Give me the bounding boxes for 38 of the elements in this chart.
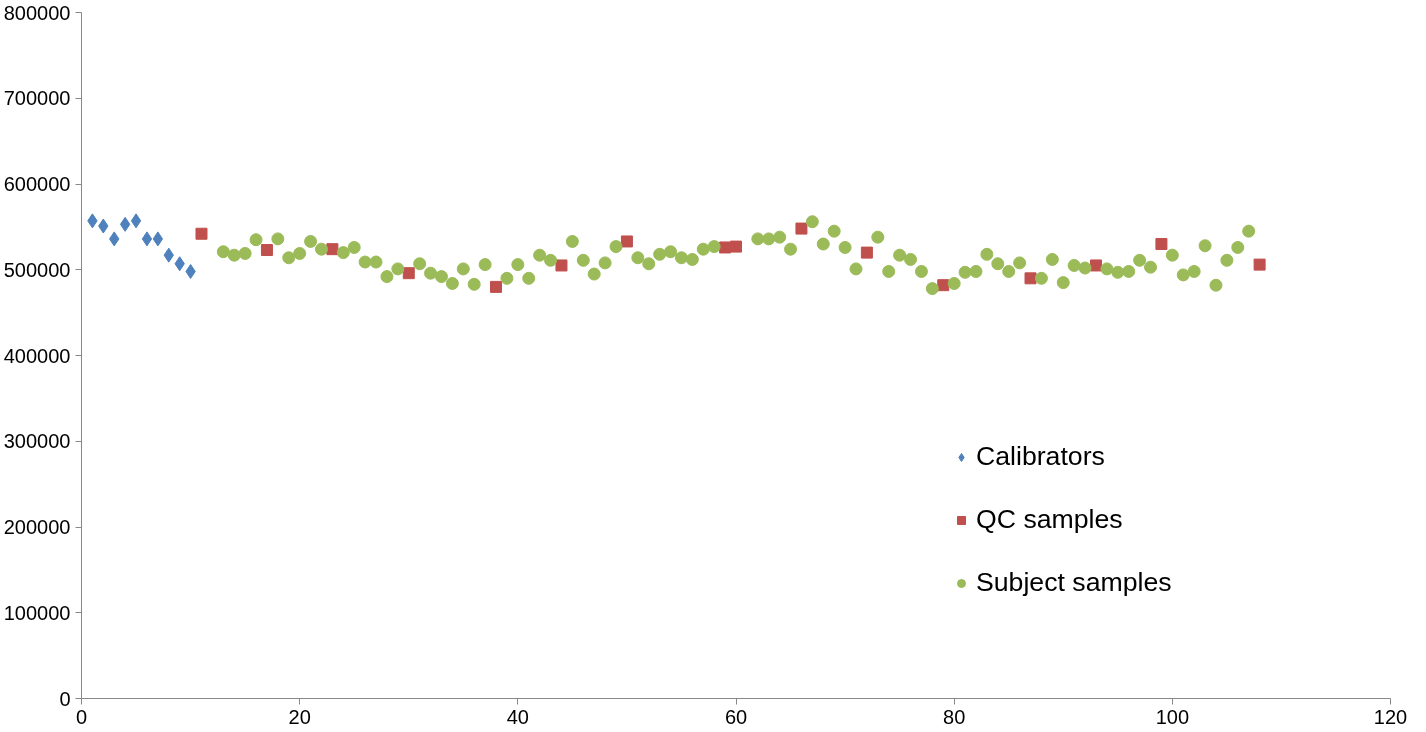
point [719, 241, 732, 254]
point [326, 243, 339, 256]
y-tick-label: 200000 [3, 516, 71, 538]
point [795, 222, 808, 235]
point [141, 231, 153, 247]
y-tick-label: 300000 [3, 430, 71, 453]
point [1253, 258, 1266, 271]
x-tick-label: 40 [506, 705, 529, 728]
point [730, 240, 742, 253]
point [152, 231, 164, 247]
x-tick-label: 120 [1373, 705, 1408, 728]
y-tick-label: 500000 [3, 258, 71, 281]
point [1089, 259, 1102, 272]
x-tick-label: 100 [1155, 705, 1190, 728]
point [402, 267, 415, 280]
point [1155, 238, 1168, 251]
y-tick-label: 600000 [3, 173, 71, 195]
point [130, 213, 142, 229]
point [555, 259, 568, 272]
x-tick-label: 0 [75, 705, 88, 728]
x-tick-label: 20 [288, 705, 311, 728]
point [119, 216, 131, 232]
point [1024, 272, 1037, 285]
point [620, 235, 633, 248]
point [860, 246, 873, 259]
point [195, 227, 208, 240]
legend-label: Calibrators [976, 441, 1105, 472]
legend-label: Subject samples [976, 567, 1172, 598]
x-tick-label: 60 [724, 705, 748, 728]
y-tick-label: 0 [59, 687, 71, 710]
y-tick-label: 800000 [3, 1, 71, 24]
y-tick-label: 700000 [3, 87, 71, 110]
point [260, 244, 273, 257]
y-tick-label: 400000 [3, 344, 71, 367]
y-tick-label: 100000 [3, 601, 71, 624]
legend-label: QC samples [976, 504, 1123, 535]
point [490, 280, 503, 293]
x-tick-label: 80 [943, 705, 966, 728]
